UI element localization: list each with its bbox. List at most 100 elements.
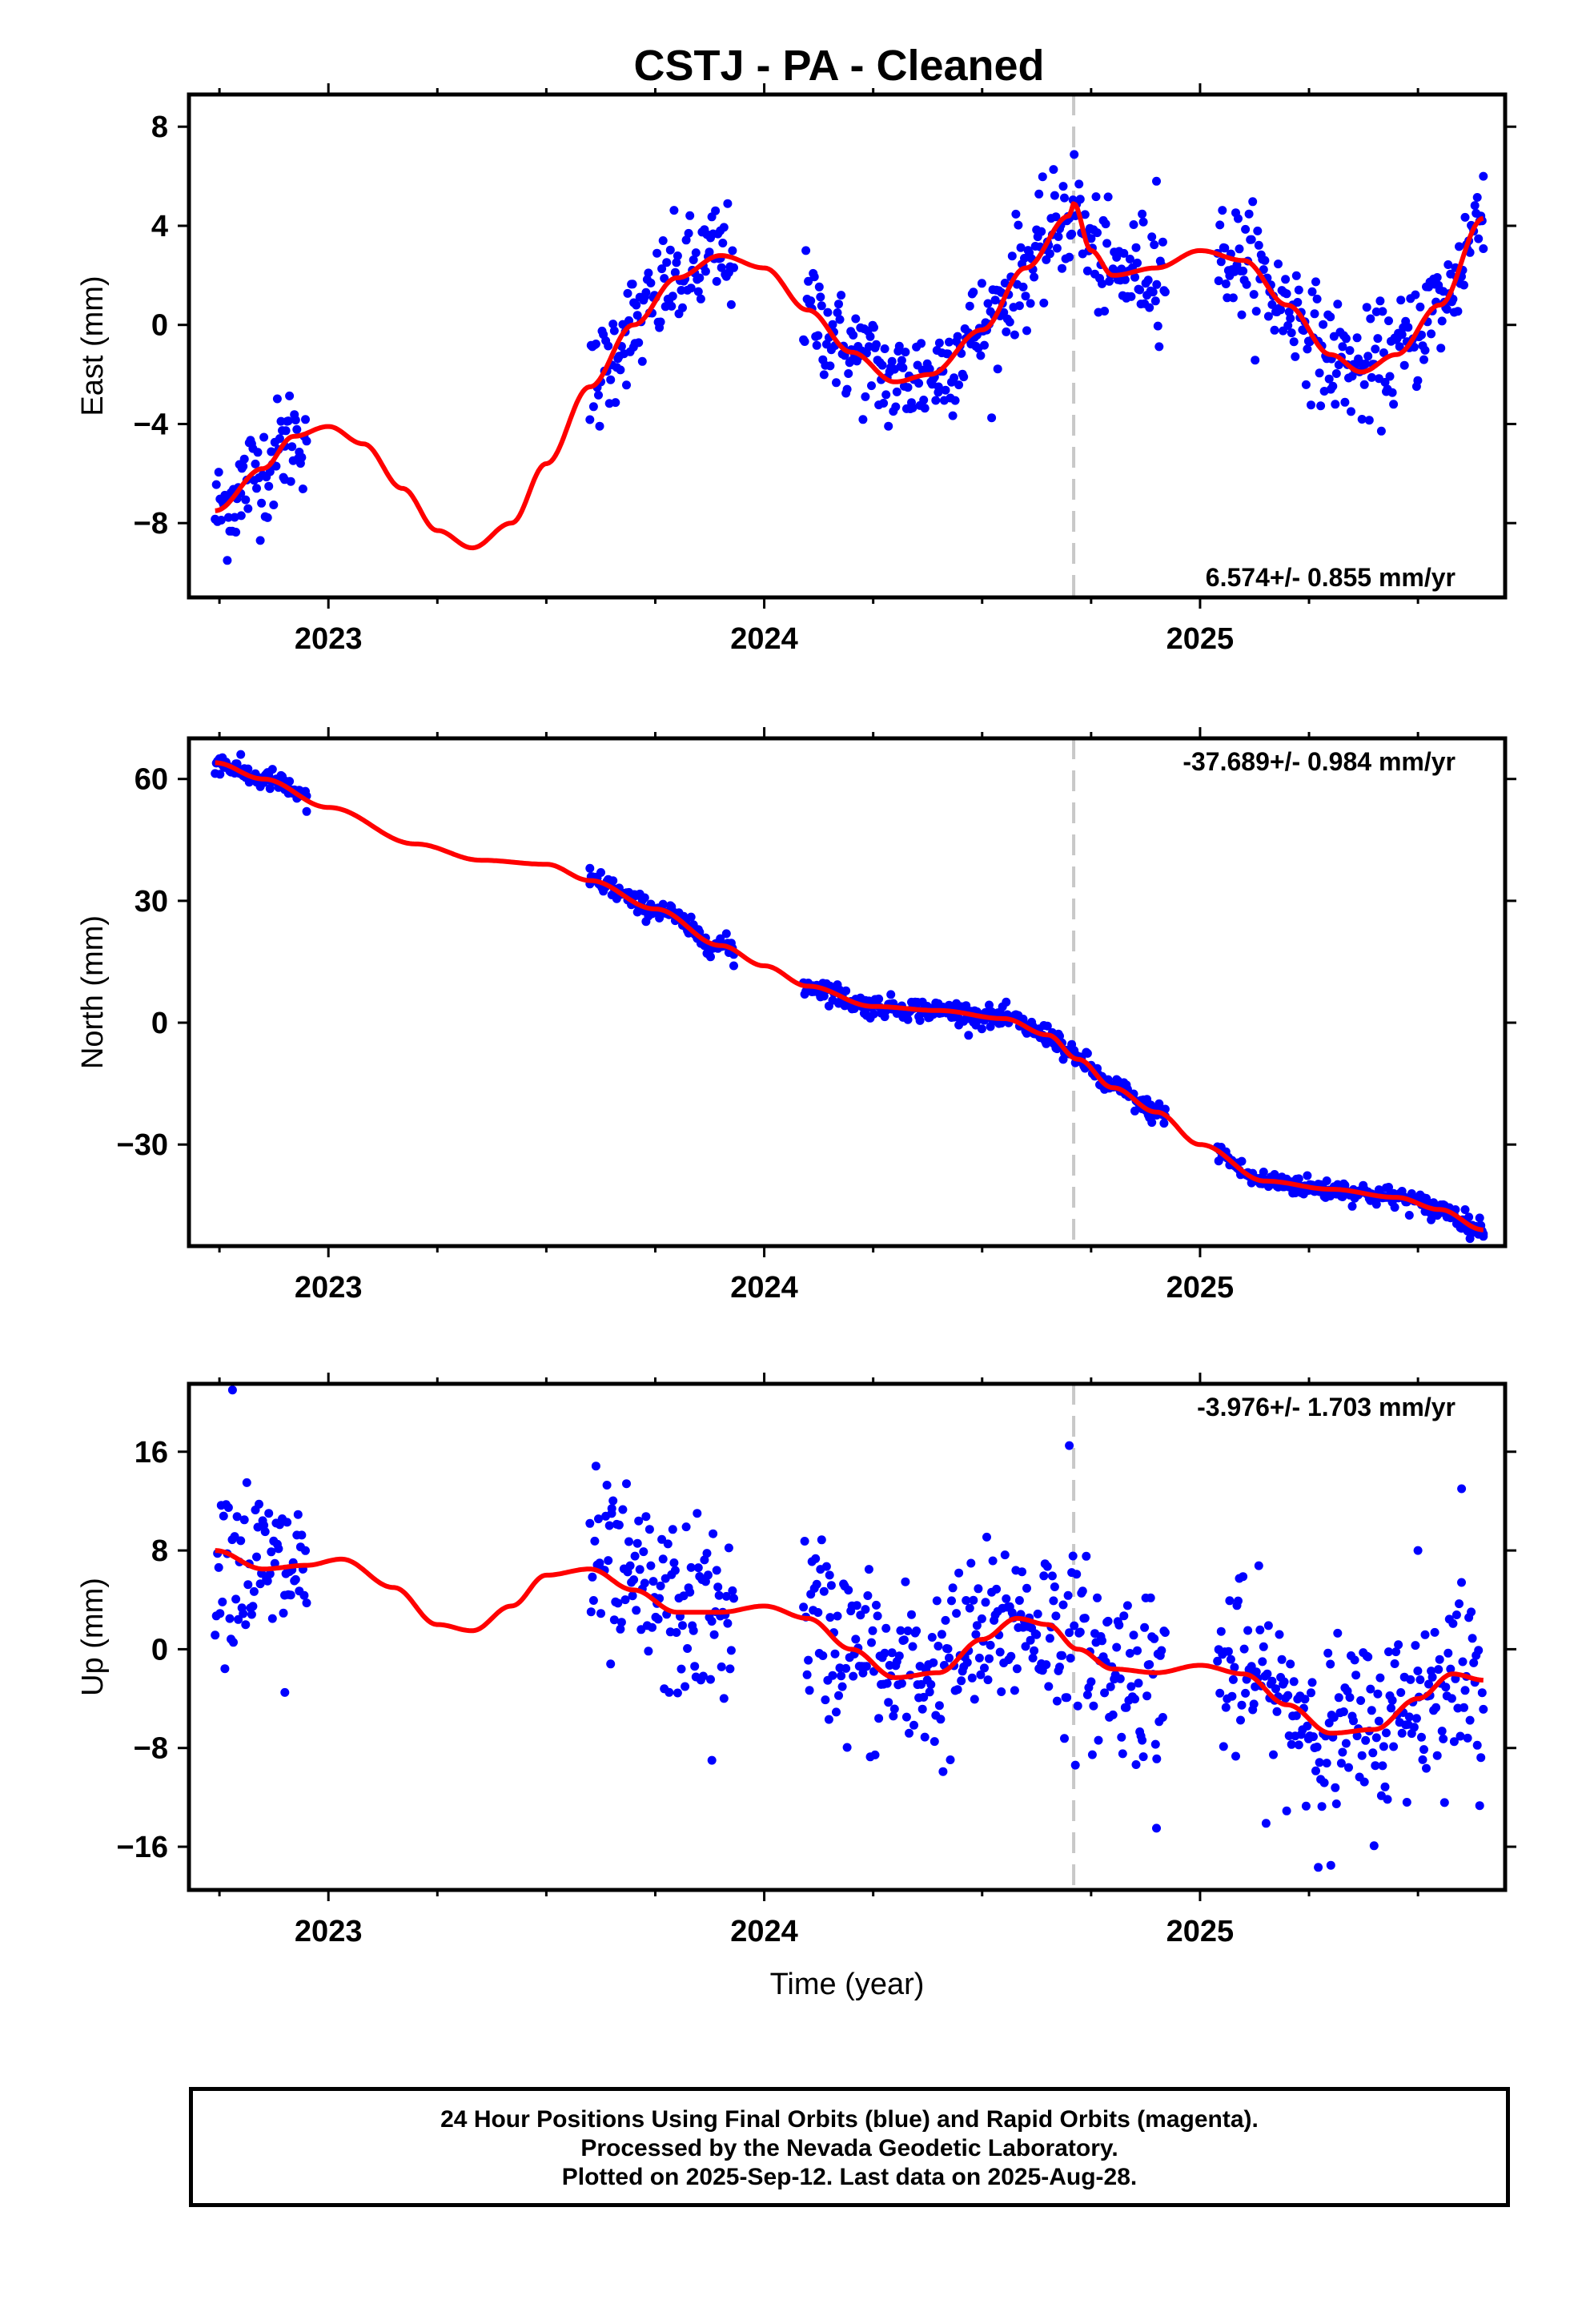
data-point — [658, 899, 668, 909]
data-point — [259, 432, 269, 442]
data-point — [821, 1695, 830, 1705]
data-point — [1002, 1594, 1011, 1603]
data-point — [1387, 1695, 1397, 1705]
data-point — [1267, 1676, 1277, 1686]
data-point — [1387, 1703, 1395, 1713]
data-point — [1347, 407, 1355, 416]
data-point — [1227, 1691, 1237, 1701]
data-point — [1119, 248, 1129, 258]
y-tick-label: 0 — [151, 309, 168, 343]
data-point — [1286, 314, 1295, 324]
data-point — [595, 421, 604, 431]
data-point — [648, 1622, 656, 1632]
data-point — [1322, 1759, 1331, 1768]
data-point — [1158, 237, 1167, 247]
data-point — [818, 1651, 828, 1660]
data-point — [1376, 426, 1386, 436]
data-point — [596, 868, 605, 877]
data-point — [1133, 258, 1142, 267]
data-point — [887, 356, 897, 366]
data-point — [950, 373, 959, 383]
data-point — [814, 282, 824, 292]
data-point — [1060, 1734, 1069, 1743]
data-point — [1331, 400, 1340, 409]
data-point — [1419, 1745, 1428, 1755]
data-point — [1363, 1652, 1373, 1662]
data-point — [937, 1630, 946, 1639]
data-point — [1221, 1703, 1231, 1712]
data-point — [1419, 355, 1428, 364]
data-point — [616, 365, 625, 375]
data-point — [799, 1602, 809, 1612]
data-point — [1065, 1628, 1074, 1638]
data-point — [1226, 1655, 1235, 1664]
data-point — [706, 1675, 715, 1684]
footer-line-3: Plotted on 2025-Sep-12. Last data on 202… — [561, 2164, 1138, 2190]
data-point — [229, 1638, 238, 1647]
data-point — [974, 1584, 983, 1594]
data-point — [700, 1555, 709, 1565]
data-point — [239, 1609, 248, 1618]
y-tick-label: 8 — [151, 111, 168, 144]
data-point — [1114, 1620, 1124, 1630]
data-point — [1093, 228, 1102, 238]
data-point — [672, 1628, 681, 1637]
data-point — [970, 1695, 979, 1704]
data-point — [1242, 279, 1251, 289]
data-point — [977, 1614, 986, 1623]
data-point — [1070, 1760, 1080, 1770]
data-point — [241, 1620, 251, 1630]
velocity-label: -3.976+/- 1.703 mm/yr — [1197, 1393, 1456, 1421]
data-point — [1307, 1688, 1315, 1698]
data-point — [707, 1755, 717, 1765]
data-point — [1396, 296, 1406, 305]
data-point — [591, 1462, 600, 1471]
data-point — [243, 764, 253, 774]
data-point — [685, 1587, 695, 1597]
data-point — [1082, 266, 1092, 275]
data-point — [704, 1570, 713, 1580]
data-point — [236, 750, 246, 759]
data-point — [728, 1586, 737, 1595]
velocity-label: 6.574+/- 0.855 mm/yr — [1206, 563, 1456, 592]
x-tick-label: 2024 — [730, 1915, 798, 1948]
data-point — [1050, 1582, 1059, 1591]
data-point — [1039, 1571, 1049, 1581]
data-point — [952, 1609, 962, 1618]
data-point — [834, 1691, 843, 1700]
data-point — [1150, 240, 1159, 250]
data-point — [869, 323, 878, 332]
data-point — [934, 338, 944, 348]
data-point — [1458, 1657, 1468, 1667]
data-point — [1420, 345, 1430, 355]
data-point — [1456, 1731, 1465, 1741]
data-point — [934, 1642, 943, 1651]
data-point — [668, 292, 677, 301]
y-tick-label: −8 — [134, 507, 168, 541]
data-point — [1134, 1679, 1143, 1688]
data-point — [1449, 1737, 1459, 1747]
data-point — [1150, 1739, 1160, 1749]
data-point — [1272, 1707, 1282, 1716]
data-point — [1086, 1677, 1096, 1687]
data-point — [852, 1601, 861, 1610]
data-point — [640, 1578, 649, 1588]
footer-line-2: Processed by the Nevada Geodetic Laborat… — [580, 2135, 1118, 2161]
data-point — [681, 1682, 690, 1691]
data-point — [644, 1525, 654, 1534]
data-point — [982, 1532, 991, 1542]
data-point — [604, 341, 613, 351]
data-point — [1269, 1750, 1278, 1759]
data-point — [1357, 1751, 1367, 1760]
data-point — [673, 1688, 682, 1698]
data-point — [1251, 307, 1261, 316]
data-point — [1011, 209, 1021, 219]
data-point — [1152, 176, 1161, 186]
data-point — [721, 1591, 731, 1601]
data-point — [1014, 1596, 1024, 1605]
x-tick-label: 2023 — [295, 1271, 363, 1305]
data-point — [698, 1671, 708, 1681]
panel-2: 2023 2024 2025 −30 0 30 60 North (mm) -37.689+/-… — [76, 727, 1516, 1305]
data-point — [1259, 1642, 1268, 1651]
data-point — [1049, 165, 1058, 175]
